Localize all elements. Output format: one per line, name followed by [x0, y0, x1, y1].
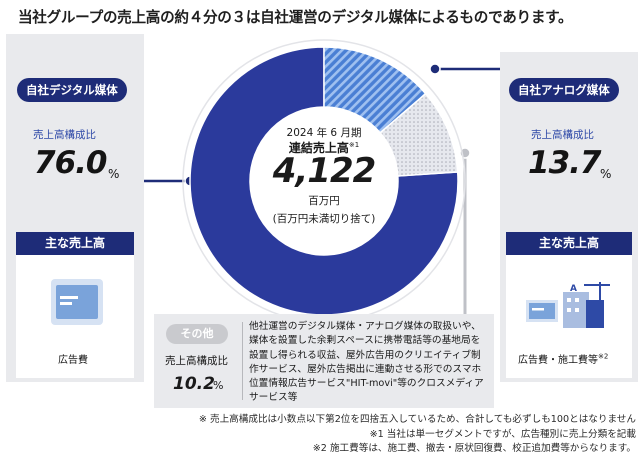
- footnote: ※1 当社は単一セグメントですが、広告種別に売上分類を記載: [369, 428, 636, 440]
- digital-ratio-label: 売上高構成比: [33, 129, 96, 141]
- other-ratio-label: 売上高構成比: [165, 355, 228, 367]
- billboard-screen-icon: [51, 279, 103, 325]
- analog-item-text: 広告費・施工費等: [518, 355, 598, 366]
- center-title-text: 連結売上高: [288, 141, 349, 155]
- analog-connector-dot: [429, 63, 441, 75]
- footnotes: ※ 売上高構成比は小数点以下第2位を四捨五入しているため、合計しても必ずしも10…: [199, 413, 636, 457]
- footnote: ※2 施工費等は、施工費、撤去・原状回復費、校正追加費等からなります。: [312, 443, 636, 454]
- analog-pct-unit: %: [600, 167, 612, 181]
- other-description: 他社運営のデジタル媒体・アナログ媒体の取扱いや、媒体を設置した余剰スペースに携帯…: [249, 321, 484, 404]
- digital-media-title: 自社デジタル媒体: [17, 78, 127, 102]
- digital-item-label: 広告費: [58, 355, 88, 366]
- other-pct-unit: %: [213, 379, 224, 392]
- center-rounding-note: (百万円未満切り捨て): [272, 213, 376, 225]
- digital-main-sales-header: 主な売上高: [16, 232, 134, 255]
- digital-pct-unit: %: [108, 167, 120, 181]
- analog-pct-value: 13.7: [528, 145, 601, 181]
- other-divider: [242, 322, 243, 400]
- analog-item-label: 広告費・施工費等※2: [518, 351, 608, 366]
- center-total-value: 4,122: [272, 151, 377, 191]
- donut-hole: [250, 107, 398, 255]
- center-period: 2024 年 6 月期: [286, 127, 362, 139]
- footnote: ※ 売上高構成比は小数点以下第2位を四捨五入しているため、合計しても必ずしも10…: [198, 414, 636, 425]
- analog-ratio-label: 売上高構成比: [531, 129, 594, 141]
- other-title: その他: [166, 324, 228, 344]
- other-pct-value: 10.2: [173, 374, 215, 394]
- center-title-note: ※1: [348, 141, 360, 149]
- digital-pct-value: 76.0: [34, 145, 107, 181]
- svg-text:A: A: [570, 284, 577, 294]
- center-total-unit: 百万円: [308, 195, 340, 207]
- analog-main-sales-header: 主な売上高: [506, 232, 632, 255]
- donut-slices: [189, 46, 459, 316]
- analog-item-note: ※2: [598, 352, 609, 361]
- headline: 当社グループの売上高の約４分の３は自社運営のデジタル媒体によるものであります。: [18, 9, 573, 26]
- center-title: 連結売上高※1: [266, 139, 382, 156]
- buildings-construction-icon: A: [526, 282, 610, 328]
- analog-media-title: 自社アナログ媒体: [509, 78, 619, 102]
